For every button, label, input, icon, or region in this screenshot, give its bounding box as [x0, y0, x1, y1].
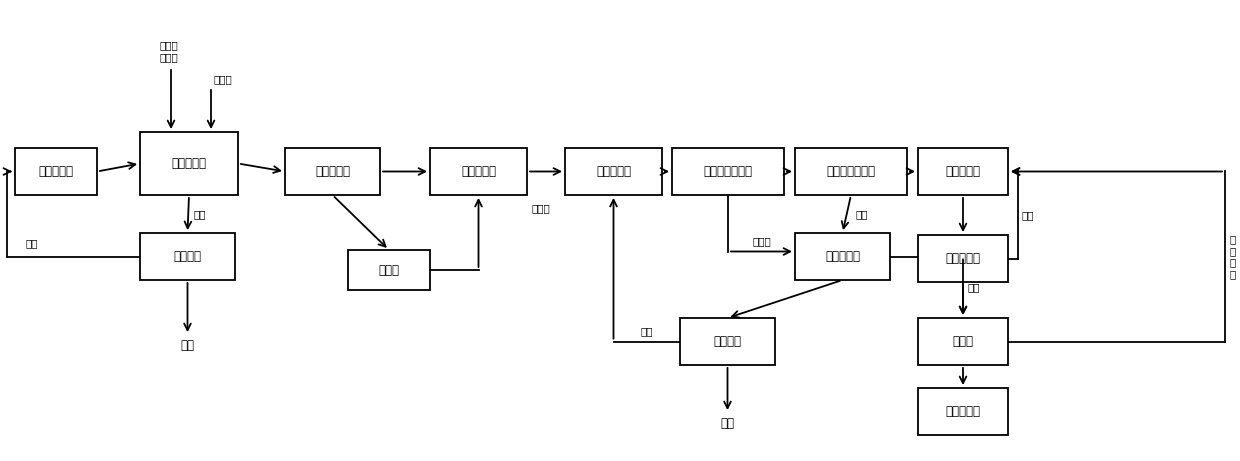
Text: 回流水: 回流水 [531, 203, 549, 213]
Text: 压滤脱水: 压滤脱水 [174, 250, 201, 263]
Text: 固废: 固废 [720, 416, 734, 430]
Bar [680, 318, 775, 365]
Bar [918, 388, 1008, 435]
Bar [140, 233, 236, 280]
Text: 二级厌氧反应器: 二级厌氧反应器 [827, 165, 875, 178]
Text: 混凝剂
絮凝剂: 混凝剂 絮凝剂 [160, 41, 179, 62]
Text: 生化调节池: 生化调节池 [596, 165, 631, 178]
Text: 达标出水池: 达标出水池 [945, 405, 981, 418]
Text: 换热器: 换热器 [378, 264, 399, 277]
Text: 二沉池: 二沉池 [952, 335, 973, 348]
Text: 回流: 回流 [1021, 210, 1033, 220]
Bar [795, 233, 890, 280]
Text: 压滤脱水: 压滤脱水 [713, 335, 742, 348]
Bar [918, 235, 1008, 282]
Text: 电解反应槽: 电解反应槽 [461, 165, 496, 178]
Bar [15, 148, 97, 195]
Text: 污泥浓缩池: 污泥浓缩池 [825, 250, 861, 263]
Text: 沉淀: 沉淀 [193, 209, 206, 219]
Bar [918, 148, 1008, 195]
Bar [918, 318, 1008, 365]
Text: 酸、碱: 酸、碱 [215, 74, 233, 84]
Text: 污泥: 污泥 [856, 209, 868, 219]
Text: 混凝沉淀池: 混凝沉淀池 [171, 157, 207, 170]
Text: 滤液: 滤液 [25, 238, 37, 248]
Bar [672, 148, 784, 195]
Text: 好氧反应池: 好氧反应池 [945, 252, 981, 265]
Bar [140, 132, 238, 195]
Text: 缺氧反应池: 缺氧反应池 [945, 165, 981, 178]
Text: 电解发生槽: 电解发生槽 [315, 165, 350, 178]
Bar [795, 148, 906, 195]
Text: 一级厌氧反应器: 一级厌氧反应器 [703, 165, 753, 178]
Text: 固废: 固废 [181, 338, 195, 351]
Bar [565, 148, 662, 195]
Bar [430, 148, 527, 195]
Text: 污
泥
回
流: 污 泥 回 流 [1229, 234, 1235, 279]
Text: 污泥: 污泥 [967, 282, 980, 292]
Bar [285, 148, 379, 195]
Text: 上清液: 上清液 [753, 236, 771, 247]
Text: 滤液: 滤液 [641, 326, 653, 337]
Text: 废水收集池: 废水收集池 [38, 165, 73, 178]
Bar [348, 250, 430, 290]
